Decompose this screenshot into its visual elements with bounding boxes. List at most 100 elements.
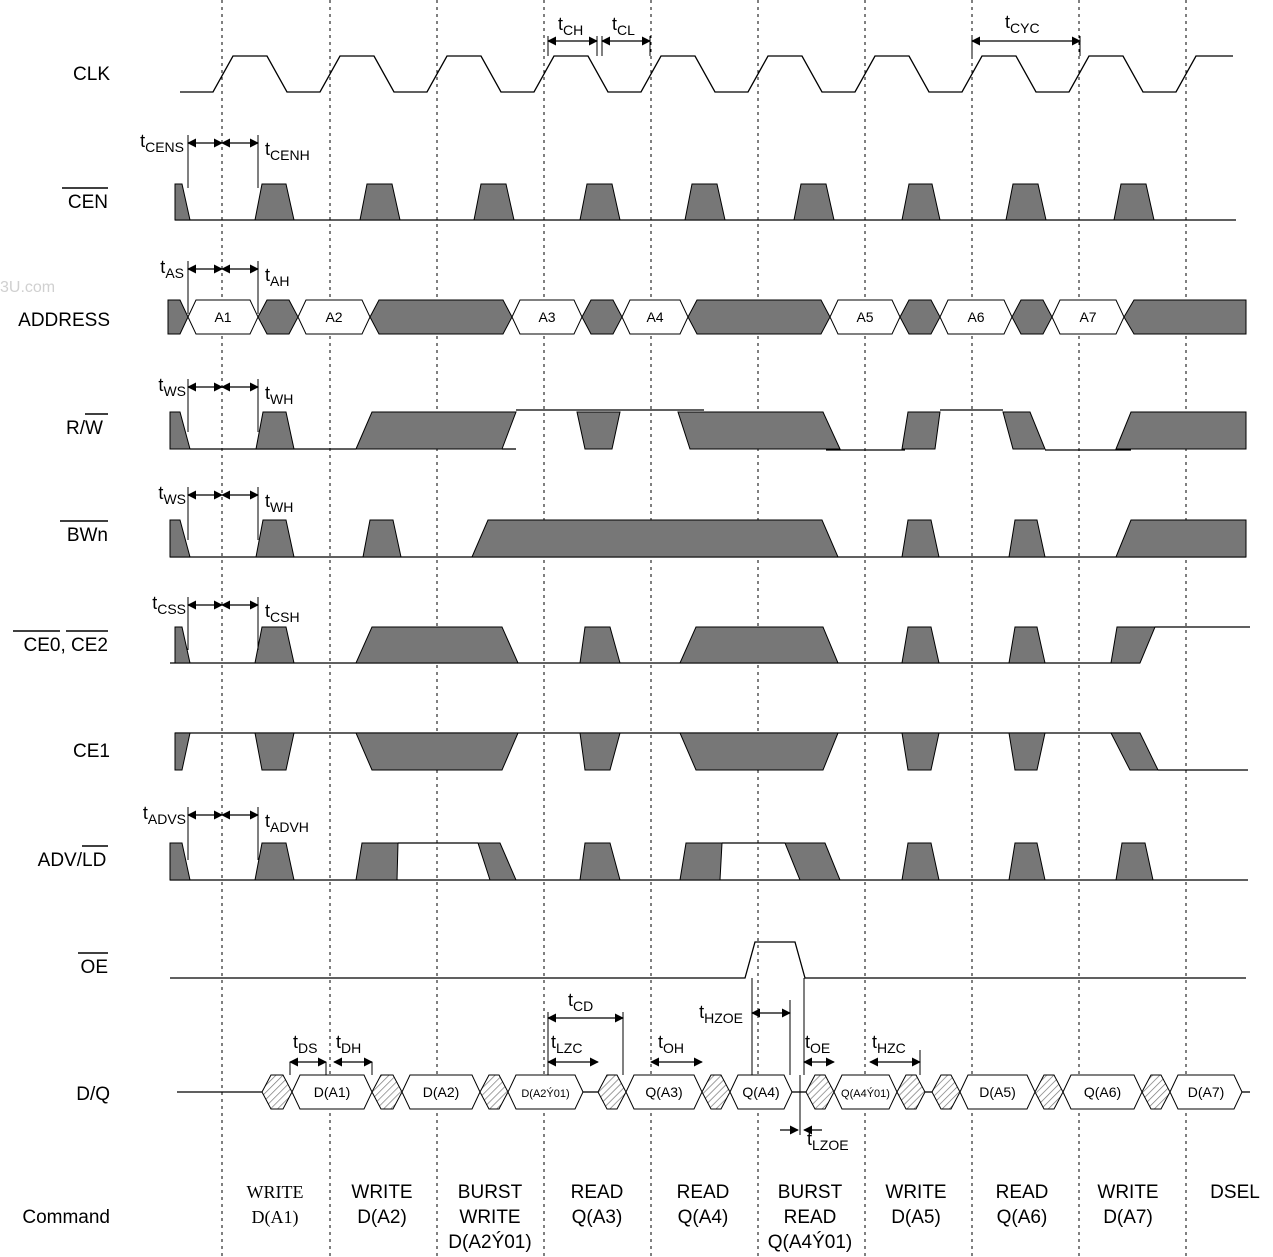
rw-waveform <box>169 409 1247 451</box>
command-1-line-2: D(A1) <box>252 1207 299 1228</box>
command-2-line-2: D(A2) <box>357 1207 407 1228</box>
addr-a2: A2 <box>297 299 371 335</box>
addr-a4: A4 <box>621 299 689 335</box>
command-9-line-2: D(A7) <box>1103 1207 1153 1228</box>
dq-q-a3-label: Q(A3) <box>645 1084 682 1100</box>
addr-a3-label: A3 <box>538 309 555 325</box>
ce02-waveform <box>170 626 1250 664</box>
command-9-line-1: WRITE <box>1097 1182 1158 1203</box>
label-thzc: tHZC <box>872 1032 906 1056</box>
dq-q-a4-label: Q(A4) <box>742 1084 779 1100</box>
timing-annotations: tCH tCL tCYC tCENS tCENH tAS tAH tWS tWH tWS tWH tC… <box>140 12 1081 1153</box>
dq-hatch-8 <box>931 1074 961 1110</box>
command-5-line-2: Q(A4) <box>678 1207 729 1228</box>
bwn-waveform <box>169 519 1247 558</box>
trw-setup-label: tWS <box>158 375 186 399</box>
label-rw: R/ <box>66 418 86 439</box>
dq-d-a2-label: D(A2) <box>423 1084 460 1100</box>
dq-bus: D(A1) D(A2) D(A2Ý01) Q(A3) Q(A4) Q(A4Ý01) D(A5… <box>177 1074 1250 1110</box>
command-2-line-1: WRITE <box>351 1182 412 1203</box>
addr-invalid-3 <box>581 299 623 335</box>
label-toe: tOE <box>805 1032 830 1056</box>
label-ce1: CE1 <box>73 741 110 762</box>
command-4-line-1: READ <box>571 1182 624 1203</box>
cen-pulse-0 <box>174 183 191 221</box>
dq-q-a6: Q(A6) <box>1062 1074 1143 1110</box>
cen-pulse-9 <box>1113 183 1155 221</box>
tadv-hold-label: tADVH <box>265 811 309 835</box>
command-7-line-2: D(A5) <box>891 1207 941 1228</box>
label-oe: OE <box>81 957 108 978</box>
dq-q-a4-burst: Q(A4Ý01) <box>833 1074 898 1110</box>
command-8-line-2: Q(A6) <box>997 1207 1048 1228</box>
dq-d-a5-label: D(A5) <box>979 1084 1016 1100</box>
command-8-line-1: READ <box>996 1182 1049 1203</box>
dq-hatch-5 <box>701 1074 731 1110</box>
label-tds: tDS <box>293 1032 317 1056</box>
signal-labels: CLK CEN ADDRESS R/ W BWn CE0, CE2 CE1 AD… <box>13 64 110 1228</box>
ce1-waveform <box>174 732 1248 771</box>
cen-pulse-5 <box>684 183 726 221</box>
dq-d-a2-burst-label: D(A2Ý01) <box>521 1087 569 1100</box>
cen-pulse-1 <box>254 183 295 221</box>
label-adv: ADV/ <box>38 850 83 871</box>
addr-a3: A3 <box>511 299 583 335</box>
addr-invalid-2 <box>369 299 513 335</box>
addr-a6: A6 <box>939 299 1013 335</box>
addr-invalid-1 <box>257 299 299 335</box>
label-tcyc: tCYC <box>1005 12 1040 36</box>
label-ce02: CE0, CE2 <box>24 635 108 656</box>
cen-pulse-3 <box>473 183 515 221</box>
dq-hatch-1 <box>261 1074 293 1110</box>
cen-pulse-2 <box>359 183 401 221</box>
label-tlzc: tLZC <box>551 1032 582 1056</box>
label-adv-bar: LD <box>82 850 106 871</box>
command-7-line-1: WRITE <box>885 1182 946 1203</box>
addr-invalid-0 <box>167 299 189 335</box>
dq-d-a7-label: D(A7) <box>1188 1084 1225 1100</box>
dq-q-a6-label: Q(A6) <box>1084 1084 1121 1100</box>
cen-pulse-7 <box>901 183 941 221</box>
addr-a5: A5 <box>829 299 901 335</box>
addr-a7: A7 <box>1051 299 1125 335</box>
dq-hatch-3 <box>479 1074 509 1110</box>
command-10-line-1: DSEL <box>1210 1182 1260 1203</box>
trw-hold-label: tWH <box>265 383 293 407</box>
command-row: WRITE D(A1) WRITE D(A2) BURST WRITE D(A2Ý01) RE… <box>247 1182 1260 1253</box>
dq-d-a7: D(A7) <box>1169 1074 1243 1110</box>
dq-hatch-6 <box>805 1074 835 1110</box>
cen-pulse-6 <box>793 183 835 221</box>
label-command: Command <box>22 1207 110 1228</box>
command-6-line-2: READ <box>784 1207 837 1228</box>
addr-a1: A1 <box>187 299 259 335</box>
dq-hatch-2 <box>371 1074 403 1110</box>
label-tcd: tCD <box>568 990 593 1014</box>
tcen-setup-label: tCENS <box>140 131 184 155</box>
label-dq: D/Q <box>76 1084 110 1105</box>
dq-hatch-4 <box>597 1074 627 1110</box>
dq-d-a1: D(A1) <box>291 1074 373 1110</box>
command-6-line-1: BURST <box>778 1182 843 1203</box>
addr-a2-label: A2 <box>325 309 342 325</box>
dq-q-a4-burst-label: Q(A4Ý01) <box>841 1087 890 1100</box>
label-cen: CEN <box>68 192 108 213</box>
addr-invalid-4 <box>687 299 831 335</box>
addr-invalid-7 <box>1123 299 1247 335</box>
label-tlzoe: tLZOE <box>807 1129 849 1153</box>
clk-waveform <box>180 55 1233 93</box>
label-tdh: tDH <box>336 1032 361 1056</box>
label-clk: CLK <box>73 64 110 85</box>
dq-hatch-9 <box>1034 1074 1064 1110</box>
addr-invalid-6 <box>1011 299 1053 335</box>
adv-waveform <box>169 842 1248 881</box>
command-3-line-1: BURST <box>458 1182 523 1203</box>
label-rw-bar: W <box>85 418 103 439</box>
label-bwn: BWn <box>67 525 108 546</box>
dq-hatch-10 <box>1141 1074 1171 1110</box>
tbw-hold-label: tWH <box>265 491 293 515</box>
tadv-setup-label: tADVS <box>143 803 186 827</box>
label-thzoe: tHZOE <box>699 1002 743 1026</box>
taddr-hold-label: tAH <box>265 265 289 289</box>
